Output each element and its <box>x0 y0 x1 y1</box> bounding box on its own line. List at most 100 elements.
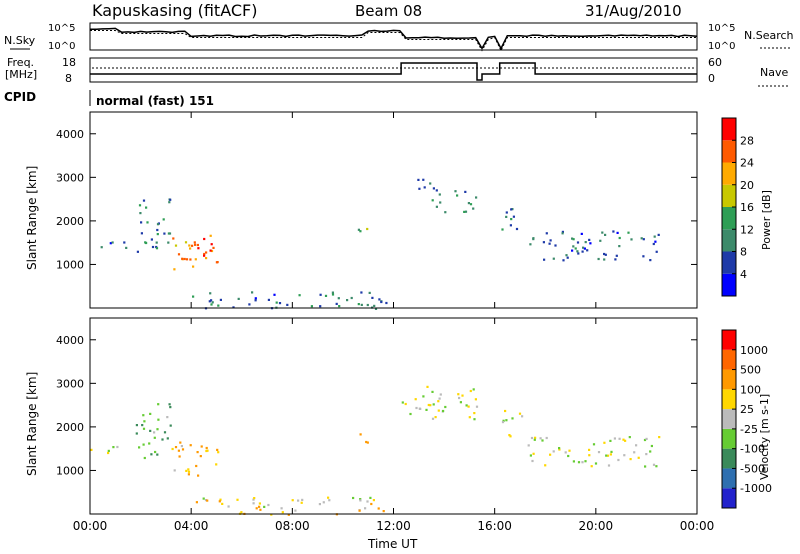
heat-cell <box>324 294 328 297</box>
heat-cell <box>599 239 602 242</box>
heat-cell <box>544 464 547 467</box>
colorbar-tick-label: 28 <box>740 134 754 147</box>
heat-cell <box>629 458 632 461</box>
heat-cell <box>642 238 645 241</box>
heat-cell <box>210 303 213 306</box>
heat-cell <box>205 251 208 254</box>
heat-cell <box>205 446 208 450</box>
heat-cell <box>178 455 181 458</box>
heat-cell <box>475 405 479 408</box>
heat-cell <box>322 501 325 504</box>
heat-cell <box>457 393 460 396</box>
heat-cell <box>174 446 178 449</box>
heat-cell <box>429 404 432 407</box>
heat-cell <box>318 503 321 506</box>
heat-cell <box>203 237 206 241</box>
heat-cell <box>252 498 255 501</box>
colorbar-swatch <box>722 389 736 410</box>
heat-cell <box>603 258 606 261</box>
heat-cell <box>627 231 630 234</box>
heat-cell <box>155 245 158 249</box>
heat-cell <box>469 389 472 393</box>
colorbar-swatch <box>722 184 736 207</box>
colorbar-swatch <box>722 207 736 230</box>
heat-cell <box>565 254 568 257</box>
heat-cell <box>189 258 192 261</box>
colorbar-swatch <box>722 488 736 508</box>
heat-cell <box>610 450 613 453</box>
noise-left-tick-bottom: 10^0 <box>48 41 75 52</box>
colorbar-swatch <box>722 428 736 449</box>
heat-cell <box>359 498 362 501</box>
heat-cell <box>360 303 363 306</box>
heat-cell <box>368 291 371 294</box>
nave-tick-top: 60 <box>708 56 722 69</box>
colorbar-tick-label: 4 <box>740 268 747 281</box>
velocity-colorbar-label: Velocity [m s-1] <box>758 394 771 480</box>
x-tick-label: 16:00 <box>477 519 512 533</box>
velocity-heatmap <box>90 385 661 516</box>
heat-cell <box>606 454 610 457</box>
heat-cell <box>135 424 138 427</box>
heat-cell <box>163 431 167 434</box>
noise-search-trace <box>90 30 697 52</box>
colorbar-tick-label: 500 <box>740 364 761 377</box>
heat-cell <box>652 463 656 466</box>
heat-cell <box>216 448 219 451</box>
heat-cell <box>588 238 591 241</box>
heat-cell <box>319 305 322 308</box>
heat-cell <box>505 419 508 422</box>
heat-cell <box>364 507 367 510</box>
heat-cell <box>583 247 586 250</box>
heat-cell <box>189 444 192 447</box>
heat-cell <box>373 304 376 307</box>
heat-cell <box>504 409 507 413</box>
cpid-label: CPID <box>4 90 36 104</box>
heat-cell <box>615 254 618 257</box>
heat-cell <box>532 237 535 240</box>
y-tick-label: 3000 <box>56 377 84 390</box>
heat-cell <box>545 436 548 440</box>
heat-cell <box>609 439 612 442</box>
y-tick-label: 4000 <box>56 334 84 347</box>
heat-cell <box>366 441 369 444</box>
heat-cell <box>169 406 172 409</box>
power-heatmap <box>100 178 660 310</box>
heat-cell <box>527 444 530 447</box>
heat-cell <box>372 499 375 502</box>
heat-cell <box>169 424 172 427</box>
heat-cell <box>561 230 564 233</box>
heat-cell <box>142 199 146 202</box>
noise-sky-trace <box>89 27 698 51</box>
heat-cell <box>597 257 600 261</box>
heat-cell <box>358 509 361 512</box>
heat-cell <box>431 417 435 420</box>
heat-cell <box>172 237 175 240</box>
heat-cell <box>209 249 212 252</box>
heat-cell <box>194 258 197 261</box>
heat-cell <box>350 296 353 300</box>
heat-cell <box>168 201 171 204</box>
heat-cell <box>505 211 508 214</box>
heat-cell <box>359 499 362 502</box>
y-tick-label: 2000 <box>56 215 84 228</box>
heat-cell <box>143 420 146 423</box>
colorbar-tick-label: 16 <box>740 201 754 214</box>
colorbar-swatch <box>722 330 736 350</box>
heat-cell <box>331 291 334 294</box>
colorbar-tick-label: 100 <box>740 383 761 396</box>
heat-cell <box>254 297 257 300</box>
heat-cell <box>616 231 619 234</box>
heat-cell <box>151 245 155 249</box>
colorbar-tick-label: -25 <box>740 423 758 436</box>
velocity-panel-frame <box>89 317 698 515</box>
heat-cell <box>655 250 658 253</box>
heat-cell <box>192 295 195 298</box>
heat-cell <box>194 243 197 246</box>
heat-cell <box>141 424 144 427</box>
heat-cell <box>149 412 152 415</box>
y-tick-label: 3000 <box>56 171 84 184</box>
heat-cell <box>148 442 151 445</box>
heat-cell <box>252 502 255 505</box>
